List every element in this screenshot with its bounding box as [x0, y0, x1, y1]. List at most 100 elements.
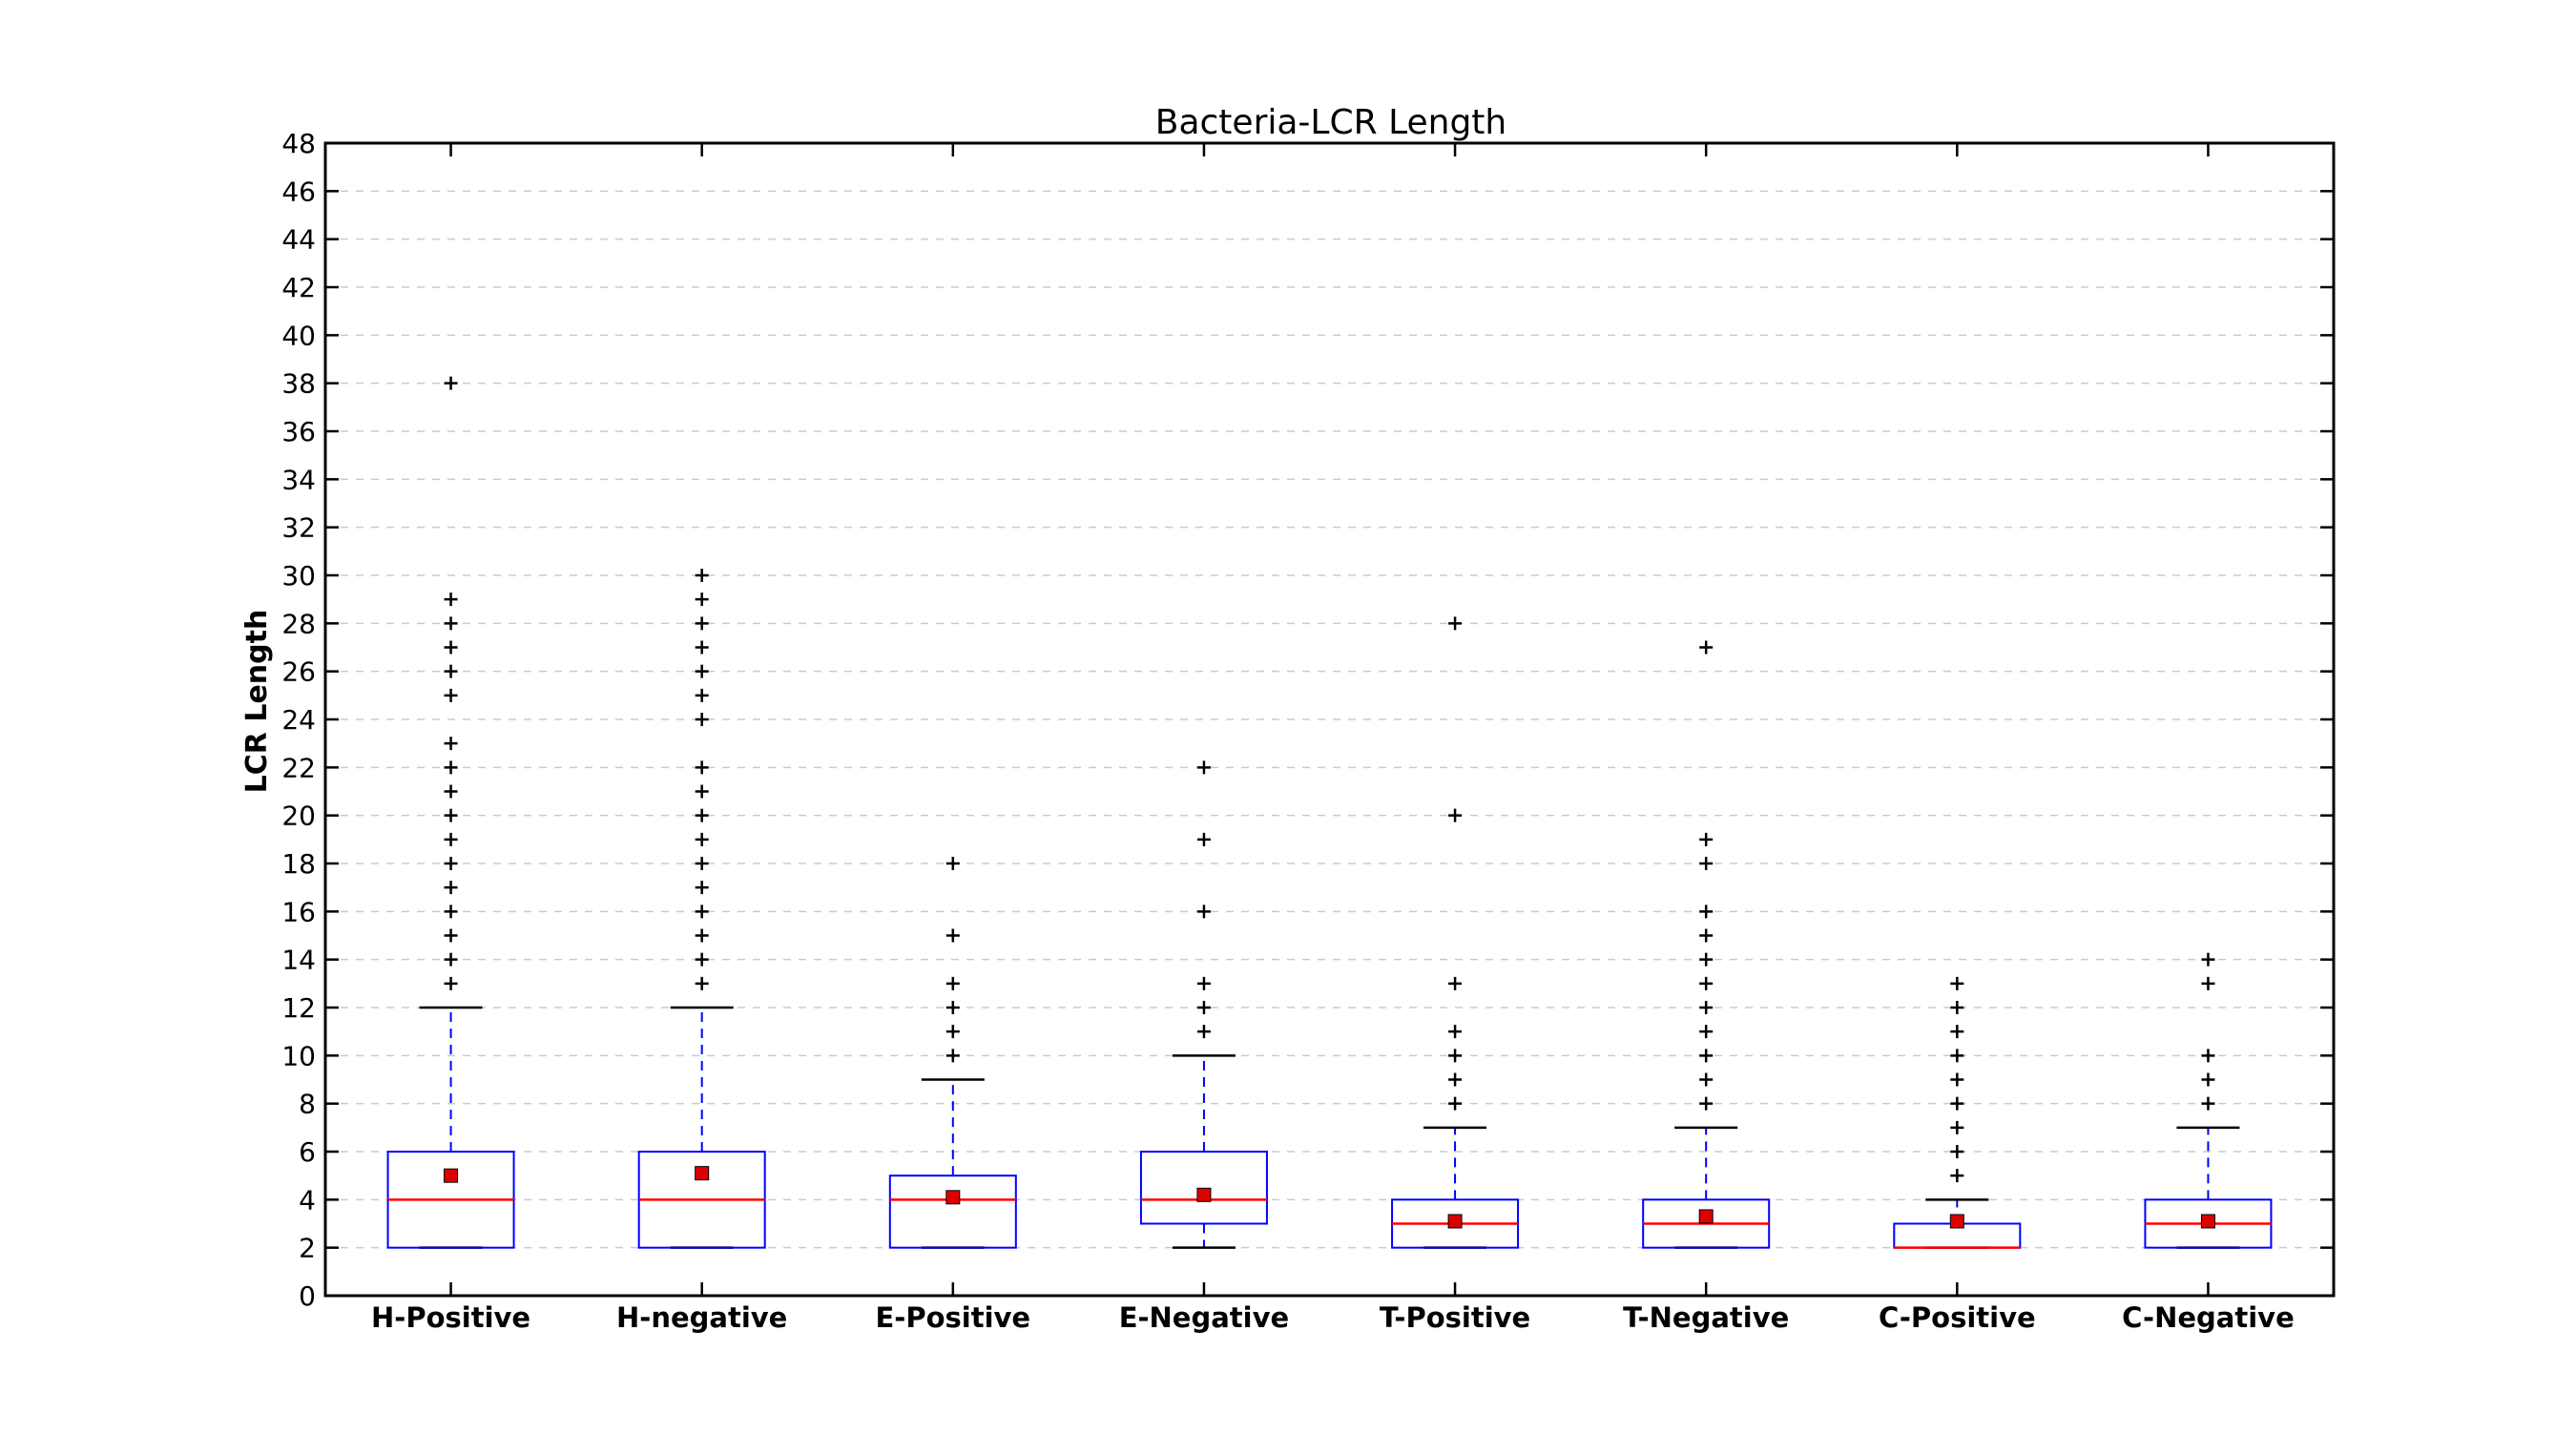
outlier-point	[1699, 1049, 1714, 1063]
outlier-point	[444, 976, 458, 990]
y-tick-label: 10	[281, 1040, 316, 1071]
outlier-point	[1950, 1072, 1964, 1087]
outlier-point	[1950, 1001, 1964, 1014]
outlier-point	[695, 976, 709, 990]
outlier-point	[695, 784, 709, 799]
y-tick-label: 48	[281, 128, 316, 159]
outlier-point	[1699, 952, 1714, 967]
outlier-point	[444, 737, 458, 751]
outlier-point	[945, 1001, 960, 1014]
outlier-point	[1950, 1120, 1964, 1134]
x-tick-label: H-Positive	[371, 1301, 530, 1334]
y-tick-label: 36	[281, 416, 316, 447]
y-tick-label: 24	[281, 704, 316, 736]
y-tick-label: 4	[299, 1184, 316, 1216]
outlier-point	[945, 1049, 960, 1063]
outlier-point	[1448, 1025, 1463, 1039]
outlier-point	[1950, 1145, 1964, 1158]
outlier-point	[695, 760, 709, 775]
outlier-point	[444, 808, 458, 822]
y-tick-label: 30	[281, 560, 316, 592]
outlier-point	[444, 952, 458, 967]
x-tick-label: H-negative	[616, 1301, 787, 1334]
outlier-point	[695, 832, 709, 846]
outlier-point	[1699, 1096, 1714, 1111]
x-tick-label: E-Negative	[1119, 1301, 1290, 1334]
outlier-point	[1699, 832, 1714, 846]
outlier-point	[1699, 1025, 1714, 1039]
y-tick-label: 34	[281, 464, 316, 495]
mean-marker	[444, 1168, 459, 1183]
outlier-point	[1699, 1001, 1714, 1014]
outlier-point	[1950, 1025, 1964, 1039]
outlier-point	[1196, 976, 1211, 990]
outlier-point	[1196, 905, 1211, 919]
y-tick-label: 6	[299, 1136, 316, 1168]
outlier-point	[1950, 976, 1964, 990]
outlier-point	[695, 569, 709, 582]
outlier-point	[695, 640, 709, 655]
outlier-point	[444, 593, 458, 607]
outlier-point	[1448, 1049, 1463, 1063]
outlier-point	[1699, 1072, 1714, 1087]
y-tick-label: 2	[299, 1233, 316, 1264]
x-tick-label: E-Positive	[876, 1301, 1031, 1334]
outlier-point	[945, 976, 960, 990]
outlier-point	[1196, 832, 1211, 846]
outlier-point	[695, 808, 709, 822]
outlier-point	[1196, 1025, 1211, 1039]
outlier-point	[444, 881, 458, 895]
y-tick-label: 44	[281, 224, 316, 256]
outlier-point	[1699, 928, 1714, 943]
outlier-point	[444, 857, 458, 870]
outlier-point	[695, 688, 709, 702]
outlier-point	[945, 857, 960, 870]
outlier-point	[1699, 976, 1714, 990]
outlier-point	[1950, 1096, 1964, 1111]
outlier-point	[444, 784, 458, 799]
y-tick-label: 16	[281, 896, 316, 927]
outlier-point	[1699, 857, 1714, 870]
mean-marker	[695, 1166, 710, 1181]
y-tick-label: 40	[281, 320, 316, 351]
outlier-point	[444, 376, 458, 390]
outlier-point	[1699, 640, 1714, 655]
outlier-point	[695, 593, 709, 607]
outlier-point	[2201, 1096, 2215, 1111]
x-tick-label: C-Positive	[1879, 1301, 2036, 1334]
outlier-point	[1448, 616, 1463, 631]
y-tick-label: 38	[281, 368, 316, 400]
outlier-point	[695, 713, 709, 726]
outlier-point	[1448, 976, 1463, 990]
outlier-point	[945, 1025, 960, 1039]
box	[888, 1175, 1017, 1249]
outlier-point	[444, 688, 458, 702]
outlier-point	[695, 952, 709, 967]
y-tick-label: 22	[281, 752, 316, 783]
plot-layer	[386, 376, 2273, 1249]
outlier-point	[945, 928, 960, 943]
outlier-point	[1950, 1169, 1964, 1183]
outlier-point	[695, 664, 709, 678]
axes-layer: 0246810121416182022242628303234363840424…	[281, 128, 2336, 1334]
outlier-point	[444, 832, 458, 846]
mean-marker	[1698, 1209, 1714, 1224]
outlier-point	[695, 928, 709, 943]
y-tick-label: 14	[281, 945, 316, 976]
y-tick-label: 26	[281, 656, 316, 688]
y-tick-label: 20	[281, 801, 316, 832]
outlier-point	[1448, 1072, 1463, 1087]
y-tick-label: 8	[299, 1089, 316, 1120]
outlier-point	[1196, 760, 1211, 775]
mean-marker	[1949, 1214, 1964, 1229]
y-axis-label: LCR Length	[240, 610, 274, 794]
y-tick-label: 18	[281, 848, 316, 880]
y-tick-label: 46	[281, 176, 316, 207]
plot-frame	[323, 141, 2336, 1298]
outlier-point	[695, 616, 709, 631]
mean-marker	[2200, 1214, 2215, 1229]
outlier-point	[444, 640, 458, 655]
y-tick-label: 32	[281, 512, 316, 544]
outlier-point	[2201, 1072, 2215, 1087]
